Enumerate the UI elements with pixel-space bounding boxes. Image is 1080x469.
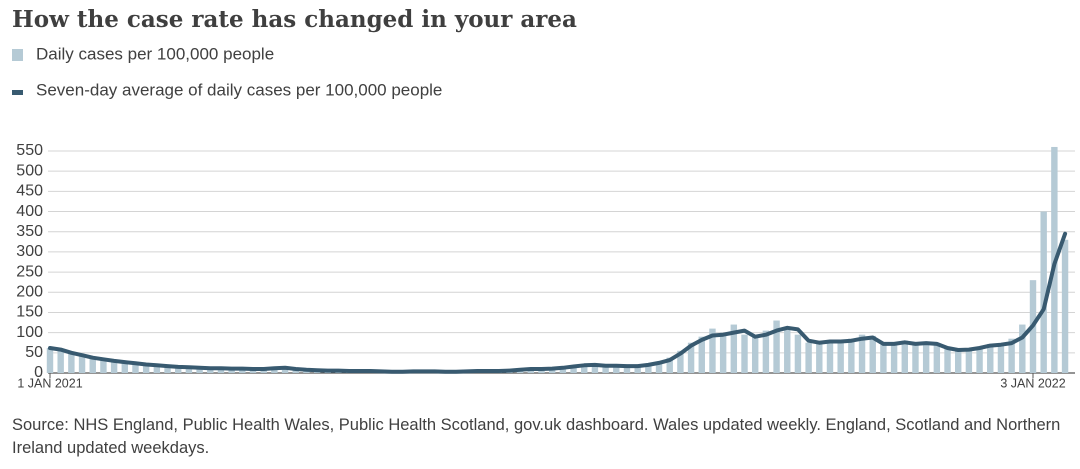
y-tick-label: 550 xyxy=(16,142,43,159)
y-tick-label: 200 xyxy=(16,283,43,300)
bar xyxy=(976,346,983,373)
bar xyxy=(132,364,139,373)
bar xyxy=(848,338,855,373)
bar xyxy=(869,335,876,373)
bar xyxy=(281,368,289,373)
bar xyxy=(196,368,203,373)
legend-label: Daily cases per 100,000 people xyxy=(36,44,274,63)
bar xyxy=(217,368,225,373)
bar xyxy=(997,344,1005,373)
bar xyxy=(741,334,748,373)
bar xyxy=(698,336,705,373)
bar xyxy=(901,340,908,373)
y-tick-label: 300 xyxy=(16,243,43,260)
bar xyxy=(762,330,770,373)
bar xyxy=(912,344,919,373)
bar xyxy=(239,368,246,373)
bar xyxy=(271,367,278,373)
bar xyxy=(175,366,182,373)
legend-swatch xyxy=(12,90,23,95)
legend-swatch xyxy=(12,49,23,61)
y-tick-label: 400 xyxy=(16,203,43,220)
bar xyxy=(292,369,299,373)
bar xyxy=(922,341,930,373)
bar xyxy=(805,342,812,373)
y-tick-label: 150 xyxy=(16,304,43,321)
bar xyxy=(773,320,780,373)
bar xyxy=(164,366,171,373)
bar xyxy=(121,362,128,373)
bar xyxy=(110,361,118,373)
bar xyxy=(570,366,577,373)
bar xyxy=(581,364,588,373)
bar xyxy=(784,326,791,373)
bar xyxy=(1040,211,1047,373)
bar xyxy=(826,339,834,373)
bar xyxy=(1061,239,1069,373)
bar xyxy=(687,342,695,373)
y-tick-label: 50 xyxy=(25,344,43,361)
bar xyxy=(655,361,663,373)
bar xyxy=(794,334,802,373)
bar xyxy=(100,359,107,373)
bar xyxy=(955,350,962,373)
bar xyxy=(730,324,738,373)
average-line xyxy=(48,231,1068,374)
bar xyxy=(933,345,941,373)
bar xyxy=(1019,324,1026,373)
bar xyxy=(677,350,684,373)
bar xyxy=(751,337,759,373)
bar xyxy=(880,344,887,373)
bar xyxy=(89,358,96,373)
bar xyxy=(944,348,951,373)
bar xyxy=(153,365,161,373)
y-tick-label: 450 xyxy=(16,183,43,200)
bar xyxy=(142,364,150,373)
bar xyxy=(890,342,898,373)
legend-label: Seven-day average of daily cases per 100… xyxy=(36,80,442,99)
bar xyxy=(719,332,727,373)
bar xyxy=(559,367,567,373)
source-note: Source: NHS England, Public Health Wales… xyxy=(12,416,1061,457)
y-tick-label: 350 xyxy=(16,223,43,240)
bar xyxy=(78,356,86,373)
bar xyxy=(591,365,599,373)
bar xyxy=(1008,338,1015,373)
bar xyxy=(634,365,641,373)
bar xyxy=(228,368,235,373)
bar xyxy=(613,366,620,373)
chart-title: How the case rate has changed in your ar… xyxy=(12,6,577,33)
y-tick-label: 100 xyxy=(16,324,43,341)
bar xyxy=(837,342,844,373)
y-tick-label: 500 xyxy=(16,162,43,179)
bar xyxy=(68,353,75,373)
bar xyxy=(816,340,823,373)
bar xyxy=(57,350,64,373)
bar xyxy=(602,365,609,373)
y-tick-label: 250 xyxy=(16,263,43,280)
y-tick-label: 0 xyxy=(34,364,43,381)
bar xyxy=(709,328,716,373)
bar xyxy=(666,357,673,373)
bar xyxy=(623,366,631,373)
bar xyxy=(46,347,54,373)
bar xyxy=(185,367,193,373)
x-tick-label: 3 JAN 2022 xyxy=(1000,376,1065,390)
bar xyxy=(987,343,994,373)
bar xyxy=(858,334,866,373)
bar xyxy=(965,348,973,373)
bar xyxy=(207,368,214,373)
bar xyxy=(645,364,652,373)
x-tick-label: 1 JAN 2021 xyxy=(17,376,82,390)
